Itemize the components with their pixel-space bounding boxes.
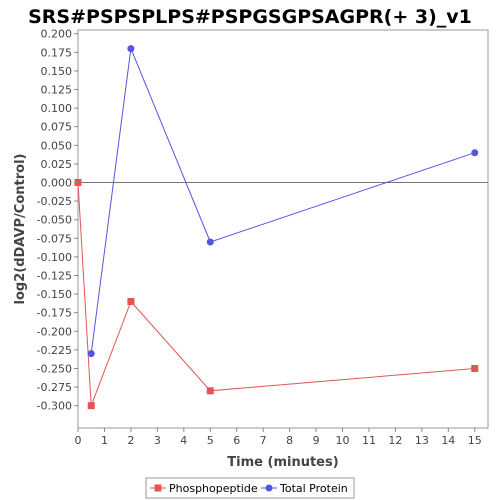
x-tick-label: 6 — [233, 434, 240, 447]
x-tick-label: 4 — [180, 434, 187, 447]
x-tick-label: 5 — [207, 434, 214, 447]
legend: Phosphopeptide Total Protein — [145, 477, 355, 499]
total-protein-point — [471, 149, 479, 157]
total-protein-point — [206, 238, 214, 246]
x-tick-label: 8 — [286, 434, 293, 447]
x-tick-label: 3 — [154, 434, 161, 447]
legend-phosphopeptide-label: Phosphopeptide — [169, 482, 258, 495]
y-tick-label: -0.175 — [37, 307, 72, 320]
x-tick-label: 12 — [388, 434, 402, 447]
y-tick-label: -0.125 — [37, 269, 72, 282]
x-axis: 0 1 2 3 4 5 6 7 8 9 10 11 12 13 14 15 — [75, 428, 482, 447]
y-tick-label: -0.250 — [37, 362, 72, 375]
plot-frame — [77, 29, 489, 429]
y-tick-label: -0.100 — [37, 251, 72, 264]
y-axis: 0.200 0.175 0.150 0.125 0.100 0.075 0.050 0.025… — [37, 28, 78, 413]
legend-items: Phosphopeptide Total Protein — [150, 482, 348, 495]
phosphopeptide-point — [127, 298, 135, 306]
x-tick-label: 14 — [441, 434, 455, 447]
total-protein-point — [87, 350, 95, 358]
y-tick-label: 0.050 — [41, 139, 73, 152]
x-axis-label: Time (minutes) — [227, 455, 338, 470]
y-tick-label: -0.050 — [37, 214, 72, 227]
legend-box — [145, 477, 355, 499]
y-tick-label: -0.150 — [37, 288, 72, 301]
legend-total-protein-marker — [265, 484, 273, 492]
y-tick-label: -0.025 — [37, 195, 72, 208]
y-tick-label: -0.300 — [37, 400, 72, 413]
legend-phosphopeptide-marker — [154, 484, 162, 492]
x-tick-label: 11 — [362, 434, 376, 447]
x-tick-label: 0 — [75, 434, 82, 447]
y-axis-label: log2(dDAVP/Control) — [13, 154, 28, 305]
phosphopeptide-point — [87, 402, 95, 410]
x-tick-label: 9 — [313, 434, 320, 447]
x-tick-label: 7 — [260, 434, 267, 447]
y-tick-label: 0.000 — [41, 177, 73, 190]
x-tick-label: 10 — [336, 434, 350, 447]
y-tick-label: 0.200 — [41, 28, 73, 41]
y-tick-label: 0.125 — [41, 84, 73, 97]
phosphopeptide-point — [471, 364, 479, 372]
total-protein-line — [90, 46, 475, 354]
chart-title: SRS#PSPSPLPS#PSPGSGPSAGPR(+ 3)_v1 — [28, 6, 472, 28]
x-tick-label: 13 — [415, 434, 429, 447]
plot-area — [74, 29, 489, 429]
y-tick-label: 0.175 — [41, 46, 73, 59]
y-tick-label: 0.075 — [41, 121, 73, 134]
x-tick-label: 1 — [101, 434, 108, 447]
phosphopeptide-point — [206, 387, 214, 395]
y-tick-label: 0.025 — [41, 158, 73, 171]
legend-total-protein-label: Total Protein — [279, 482, 348, 495]
y-tick-label: -0.225 — [37, 344, 72, 357]
y-tick-label: -0.200 — [37, 325, 72, 338]
y-tick-label: -0.275 — [37, 381, 72, 394]
y-tick-label: -0.075 — [37, 232, 72, 245]
x-tick-label: 2 — [127, 434, 134, 447]
y-tick-label: 0.150 — [41, 65, 73, 78]
x-tick-label: 15 — [468, 434, 482, 447]
total-protein-point — [127, 45, 135, 53]
y-tick-label: 0.100 — [41, 102, 73, 115]
